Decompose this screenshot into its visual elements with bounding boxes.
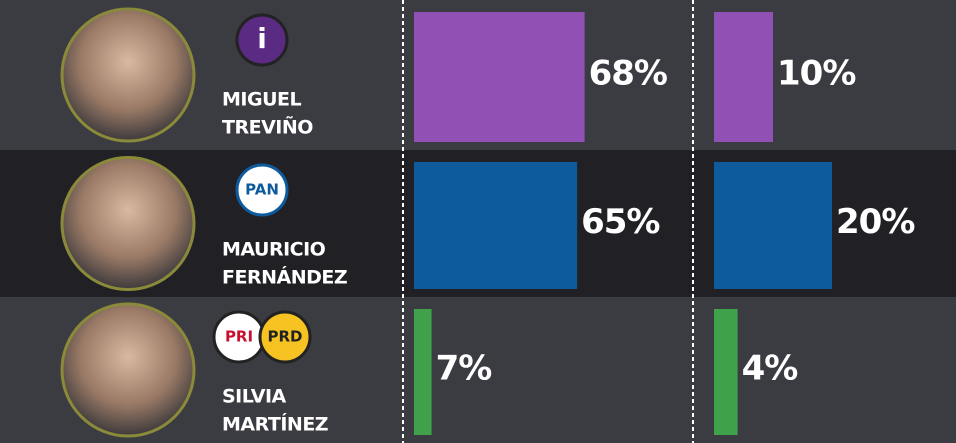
party-logo-text: PRI <box>225 328 253 346</box>
bar <box>414 309 432 435</box>
bar <box>714 309 738 435</box>
photo <box>62 9 194 141</box>
candidate-name: FERNÁNDEZ <box>222 266 347 289</box>
bar <box>714 162 832 289</box>
candidate-name: MARTÍNEZ <box>222 413 328 436</box>
candidate-name: SILVIA <box>222 386 287 408</box>
value-label: 7% <box>436 349 492 389</box>
photo <box>62 304 194 436</box>
bar <box>414 162 577 289</box>
photo <box>62 158 194 290</box>
value-label: 68% <box>589 54 667 94</box>
value-label: 65% <box>581 202 659 242</box>
candidate-name: TREVIÑO <box>222 115 313 139</box>
value-label: 20% <box>836 202 914 242</box>
party-logo-text: PAN <box>245 181 279 199</box>
infographic: MIGUEL TREVIÑO i MAURICIO FERNÁNDEZ PAN SILVIA… <box>0 0 956 443</box>
party-logo-text: i <box>257 22 267 55</box>
bar <box>414 12 585 142</box>
candidate-name: MAURICIO <box>222 239 326 261</box>
candidate-name: MIGUEL <box>222 89 301 111</box>
value-label: 4% <box>742 349 798 389</box>
bar <box>714 12 773 142</box>
value-label: 10% <box>777 54 855 94</box>
party-logo-text: PRD <box>268 328 303 346</box>
